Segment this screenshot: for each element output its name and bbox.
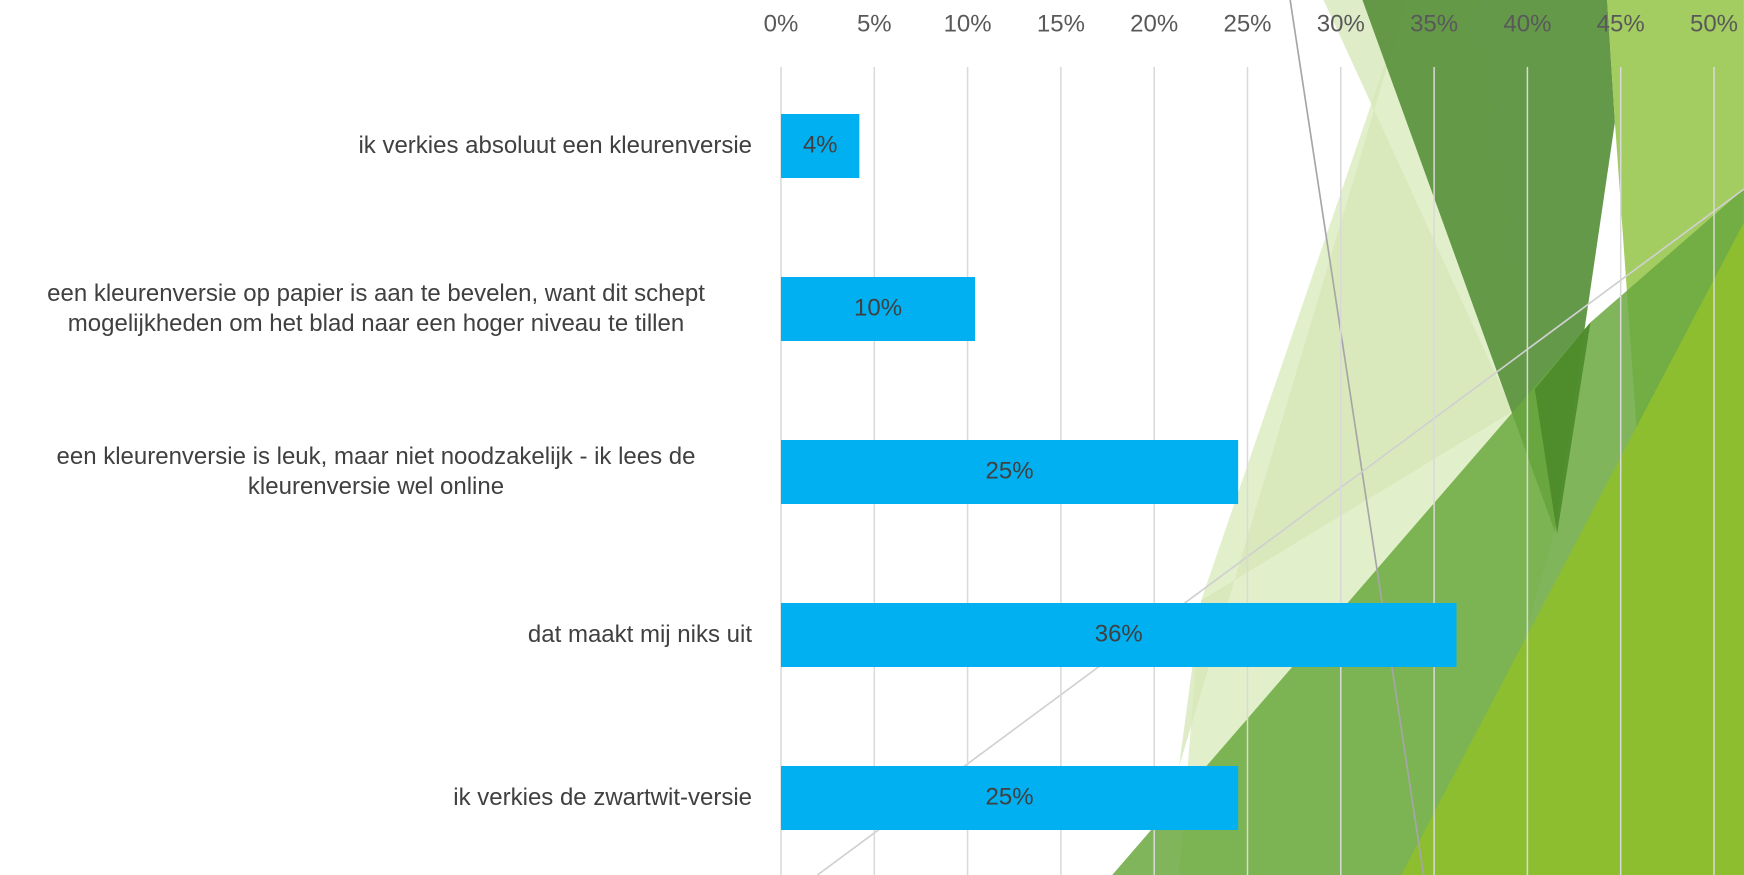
category-label-box: ik verkies absoluut een kleurenversie xyxy=(0,131,752,161)
x-tick-label: 5% xyxy=(857,10,892,37)
decor-line xyxy=(816,188,1744,875)
x-tick-label: 35% xyxy=(1410,10,1458,37)
category-label-box: een kleurenversie is leuk, maar niet noo… xyxy=(0,442,752,502)
x-tick-label: 50% xyxy=(1690,10,1738,37)
decor-shape xyxy=(1534,322,1591,534)
y-tick-label: ik verkies de zwartwit-versie xyxy=(453,784,752,811)
bar xyxy=(781,440,1239,504)
background-decor xyxy=(816,0,1744,875)
bar xyxy=(781,277,976,341)
data-label: 4% xyxy=(803,131,838,158)
x-tick-label: 45% xyxy=(1597,10,1645,37)
data-label: 25% xyxy=(986,783,1034,810)
category-label-box: ik verkies de zwartwit-versie xyxy=(0,783,752,813)
bar xyxy=(781,766,1239,830)
y-tick-label: een kleurenversie op papier is aan te be… xyxy=(47,280,705,337)
decor-shape xyxy=(1401,222,1744,875)
y-tick-label: ik verkies absoluut een kleurenversie xyxy=(358,132,752,159)
x-tick-label: 40% xyxy=(1503,10,1551,37)
category-label-box: dat maakt mij niks uit xyxy=(0,620,752,650)
x-tick-label: 0% xyxy=(764,10,799,37)
x-tick-label: 30% xyxy=(1317,10,1365,37)
x-tick-label: 20% xyxy=(1130,10,1178,37)
y-tick-label: een kleurenversie is leuk, maar niet noo… xyxy=(56,443,696,500)
bar xyxy=(781,114,860,178)
bar xyxy=(781,603,1457,667)
data-label: 10% xyxy=(854,294,902,321)
data-label: 25% xyxy=(986,457,1034,484)
y-tick-label: dat maakt mij niks uit xyxy=(527,621,752,648)
decor-line xyxy=(1289,0,1425,875)
x-tick-label: 15% xyxy=(1037,10,1085,37)
category-label-box: een kleurenversie op papier is aan te be… xyxy=(0,279,752,339)
x-tick-label: 10% xyxy=(944,10,992,37)
x-tick-label: 25% xyxy=(1223,10,1271,37)
data-label: 36% xyxy=(1095,620,1143,647)
